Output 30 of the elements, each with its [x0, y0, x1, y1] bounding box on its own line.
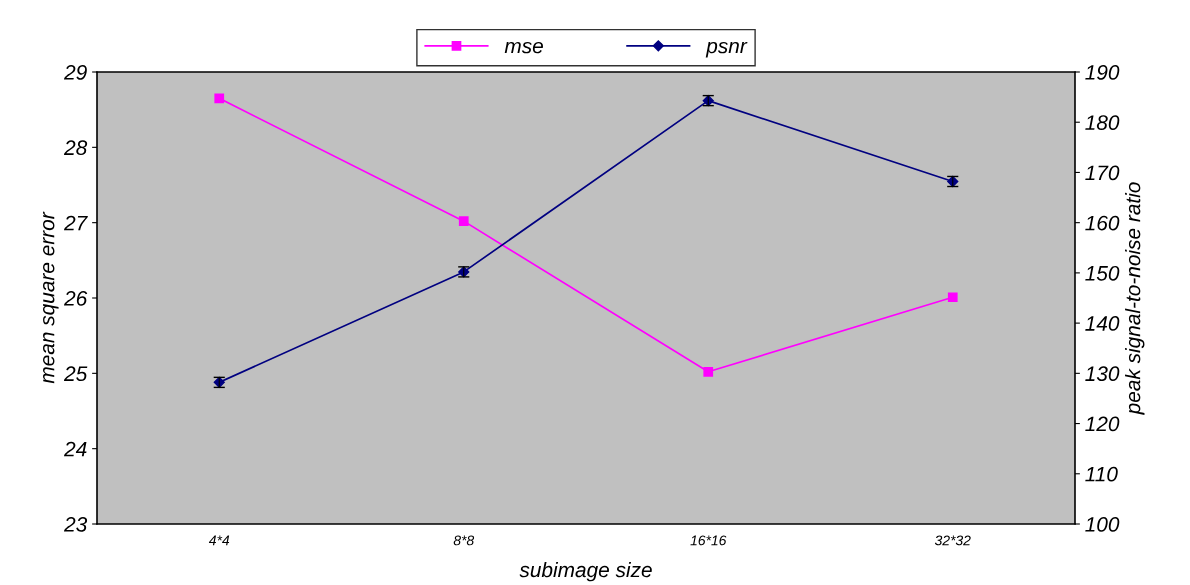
y-tick-label: 25	[63, 366, 88, 382]
y-axis-title: mean square error	[43, 211, 59, 384]
legend-label: psnr	[705, 41, 748, 58]
legend-label: mse	[504, 41, 543, 54]
y2-tick-label: 170	[1085, 165, 1120, 181]
y-tick-label: 29	[63, 65, 87, 80]
point	[458, 216, 469, 227]
y2-axis-title: peak signal-to-noise ratio	[1125, 182, 1145, 415]
y-tick-label: 26	[63, 291, 88, 306]
y2-tick-label: 130	[1085, 366, 1120, 382]
x-tick-label: 4*4	[208, 535, 230, 546]
y2-tick-label: 120	[1085, 416, 1120, 432]
x-tick-label: 8*8	[453, 535, 475, 546]
y-tick-label: 23	[63, 517, 88, 532]
x-tick-label: 16*16	[690, 535, 727, 546]
point	[947, 292, 958, 303]
x-axis-title: subimage size	[519, 561, 652, 582]
point	[703, 366, 714, 377]
y-tick-label: 24	[63, 441, 87, 457]
point	[214, 93, 225, 104]
x-tick-label: 32*32	[934, 535, 971, 546]
y-tick-label: 28	[63, 140, 88, 156]
y-tick-label: 27	[63, 215, 88, 231]
y2-tick-label: 180	[1085, 115, 1120, 130]
y2-tick-label: 140	[1085, 316, 1120, 331]
y2-tick-label: 100	[1085, 517, 1120, 532]
y2-tick-label: 150	[1085, 265, 1120, 281]
y2-tick-label: 110	[1085, 466, 1118, 482]
y2-tick-label: 160	[1085, 215, 1120, 231]
y2-tick-label: 190	[1085, 65, 1120, 80]
